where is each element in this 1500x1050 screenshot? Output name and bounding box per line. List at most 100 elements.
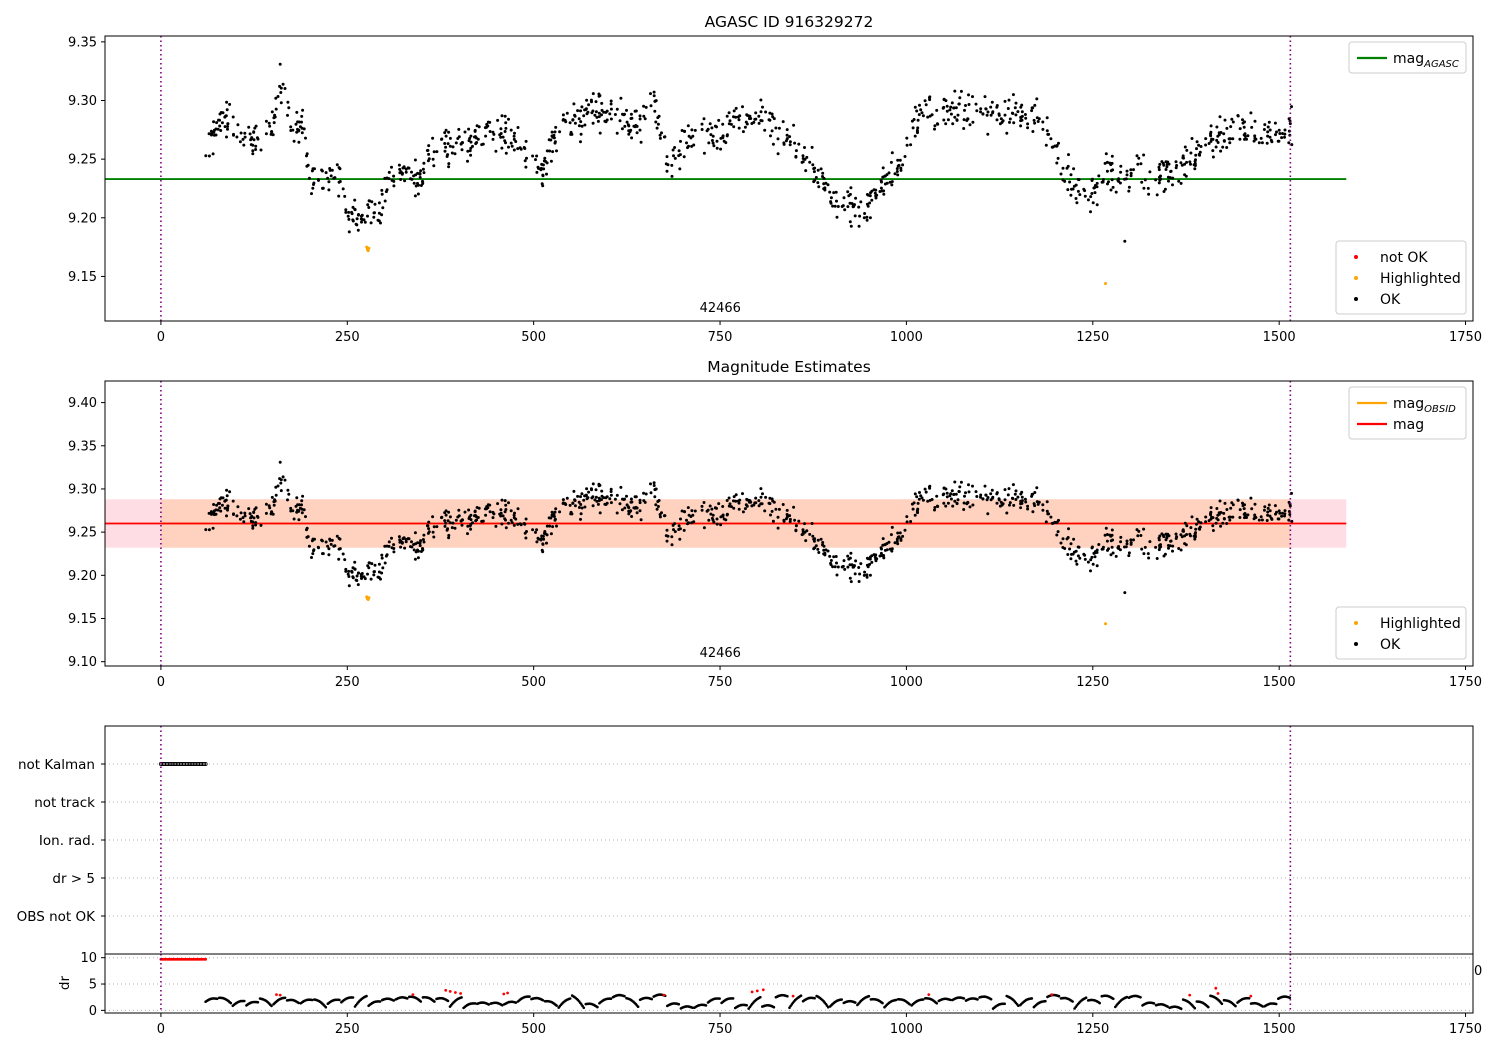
ok-point bbox=[468, 524, 472, 528]
dr-point bbox=[1152, 1002, 1156, 1005]
y-tick-label: 9.15 bbox=[68, 270, 97, 285]
ok-point bbox=[332, 176, 336, 180]
ok-point bbox=[1228, 515, 1232, 519]
ok-point bbox=[453, 526, 457, 530]
ok-point bbox=[957, 102, 961, 106]
ok-point bbox=[292, 517, 296, 521]
ok-point bbox=[767, 118, 771, 122]
ok-point bbox=[721, 134, 725, 138]
ok-point bbox=[1068, 180, 1072, 184]
ok-point bbox=[457, 127, 461, 131]
ok-point bbox=[600, 498, 603, 502]
ok-point bbox=[347, 217, 351, 221]
dr-point bbox=[229, 1001, 233, 1005]
ok-point bbox=[413, 194, 417, 198]
dr-red-point bbox=[502, 992, 506, 996]
ok-point bbox=[1249, 496, 1253, 500]
ok-point bbox=[785, 133, 789, 137]
ok-point bbox=[835, 561, 838, 565]
ok-point bbox=[678, 537, 682, 541]
ok-point bbox=[377, 562, 381, 566]
ok-point bbox=[1238, 137, 1242, 141]
ok-point bbox=[444, 513, 448, 517]
ok-point bbox=[797, 519, 801, 523]
ok-point bbox=[373, 563, 377, 567]
ok-point bbox=[705, 129, 709, 133]
ok-point bbox=[1263, 505, 1267, 509]
ok-point bbox=[1236, 498, 1240, 502]
dr-red-point bbox=[1214, 986, 1218, 990]
ok-point bbox=[332, 544, 336, 548]
ok-point bbox=[629, 509, 633, 513]
ok-point bbox=[623, 506, 627, 510]
ok-point bbox=[712, 144, 716, 148]
ok-point bbox=[615, 107, 619, 111]
ok-point bbox=[821, 171, 825, 175]
ok-point bbox=[841, 564, 845, 568]
ok-point bbox=[473, 129, 477, 133]
ok-point bbox=[821, 543, 824, 547]
ok-point bbox=[583, 123, 587, 127]
ok-point bbox=[351, 566, 355, 570]
ok-point bbox=[771, 499, 775, 503]
ok-point bbox=[1164, 538, 1168, 542]
ok-point bbox=[1270, 140, 1274, 144]
dr-point bbox=[1057, 994, 1061, 998]
ok-point bbox=[209, 129, 213, 133]
ok-point bbox=[480, 143, 484, 147]
ok-point bbox=[1157, 181, 1161, 185]
ok-point bbox=[1139, 162, 1143, 166]
ok-point bbox=[1190, 515, 1194, 519]
ok-point bbox=[1166, 544, 1170, 547]
dr-point bbox=[324, 1005, 328, 1009]
dr-point bbox=[813, 996, 816, 1000]
ok-point bbox=[842, 559, 846, 563]
ok-point bbox=[585, 98, 589, 102]
ok-point bbox=[850, 563, 854, 567]
ok-point bbox=[858, 572, 862, 576]
ok-point bbox=[1127, 551, 1131, 555]
ok-point bbox=[835, 215, 839, 219]
ok-point bbox=[666, 163, 670, 167]
ok-point bbox=[1119, 164, 1123, 168]
dr-point bbox=[283, 996, 287, 1000]
ok-point bbox=[745, 497, 749, 501]
ok-point bbox=[816, 547, 820, 551]
ok-point bbox=[271, 133, 275, 137]
dr-point bbox=[568, 997, 572, 1000]
ok-point bbox=[473, 514, 477, 517]
ok-point bbox=[380, 192, 384, 196]
ok-point bbox=[475, 506, 479, 509]
ok-point bbox=[889, 533, 893, 537]
ok-point bbox=[242, 143, 246, 147]
ok-point bbox=[235, 514, 239, 518]
ok-point bbox=[1225, 126, 1229, 130]
ok-point bbox=[510, 144, 514, 148]
ok-point bbox=[1061, 166, 1065, 170]
ok-point bbox=[356, 213, 360, 217]
ok-point bbox=[1229, 506, 1233, 510]
ok-point bbox=[510, 521, 514, 525]
ok-point bbox=[1250, 507, 1254, 511]
ok-point bbox=[1031, 510, 1035, 514]
ok-point bbox=[286, 498, 289, 502]
ok-point bbox=[1243, 120, 1246, 124]
ok-point bbox=[1012, 503, 1016, 507]
ok-point bbox=[857, 566, 861, 569]
ok-point bbox=[1254, 137, 1258, 141]
ok-point bbox=[328, 167, 332, 170]
ok-point bbox=[748, 500, 751, 504]
ok-point bbox=[951, 504, 955, 508]
ok-point bbox=[632, 506, 636, 510]
ok-point bbox=[1045, 500, 1049, 504]
ok-point bbox=[821, 175, 824, 178]
ok-point bbox=[715, 139, 719, 143]
ok-point bbox=[306, 163, 310, 167]
ok-point bbox=[916, 118, 920, 122]
ok-point bbox=[421, 167, 425, 171]
ok-point bbox=[630, 515, 634, 518]
ok-point bbox=[870, 554, 874, 558]
ok-point bbox=[623, 124, 627, 128]
ok-point bbox=[416, 556, 420, 560]
ok-point bbox=[1044, 143, 1048, 147]
